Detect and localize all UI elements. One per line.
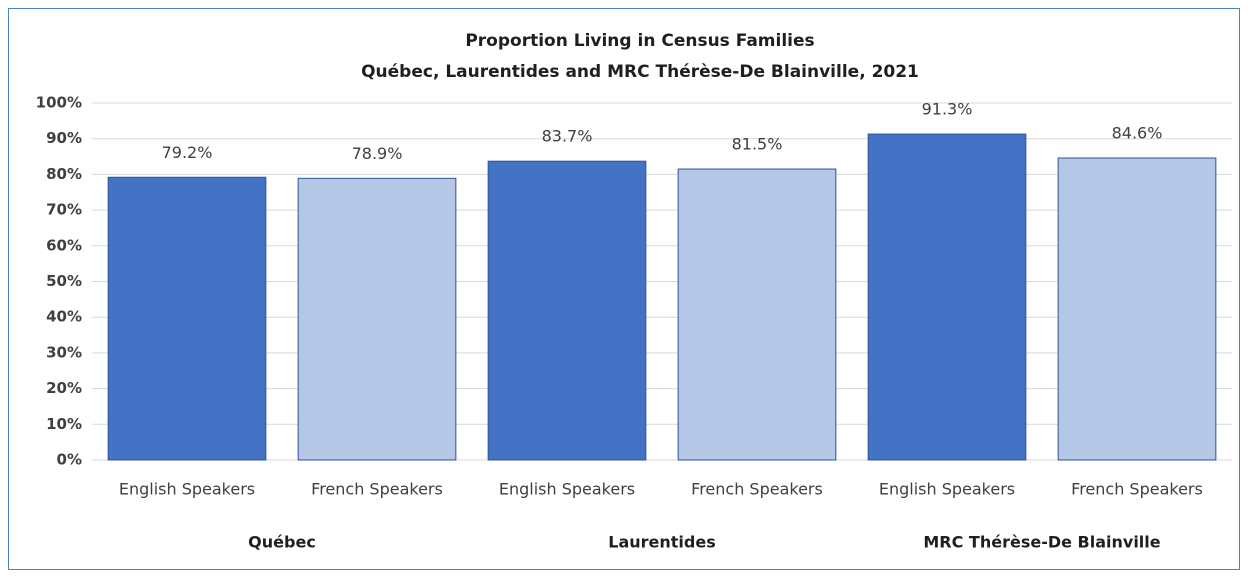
x-tick-label: English Speakers	[499, 480, 635, 499]
group-label: Québec	[248, 533, 316, 552]
y-tick-label: 20%	[46, 379, 82, 397]
y-tick-label: 60%	[46, 236, 82, 254]
y-tick-label: 40%	[46, 308, 82, 326]
chart-subtitle: Québec, Laurentides and MRC Thérèse-De B…	[361, 62, 919, 82]
bar	[867, 133, 1027, 461]
x-tick-label: French Speakers	[1071, 480, 1203, 499]
y-tick-label: 30%	[46, 343, 82, 361]
bar	[1057, 157, 1217, 461]
x-tick-label: English Speakers	[119, 480, 255, 499]
group-label: MRC Thérèse-De Blainville	[923, 533, 1160, 552]
y-tick-label: 0%	[57, 451, 82, 469]
x-tick-label: French Speakers	[691, 480, 823, 499]
value-label: 81.5%	[732, 135, 783, 154]
y-tick-label: 70%	[46, 201, 82, 219]
group-label: Laurentides	[608, 533, 715, 552]
x-tick-label: English Speakers	[879, 480, 1015, 499]
bar	[297, 177, 457, 461]
value-label: 83.7%	[542, 127, 593, 146]
y-tick-label: 50%	[46, 272, 82, 290]
value-label: 78.9%	[352, 144, 403, 163]
value-label: 91.3%	[922, 100, 973, 119]
chart-title: Proportion Living in Census Families	[465, 31, 814, 51]
y-tick-label: 100%	[36, 94, 82, 112]
y-tick-label: 90%	[46, 129, 82, 147]
bar	[107, 176, 267, 461]
bar	[677, 168, 837, 461]
value-label: 79.2%	[162, 143, 213, 162]
y-tick-label: 10%	[46, 415, 82, 433]
bar	[487, 160, 647, 461]
value-label: 84.6%	[1112, 123, 1163, 142]
x-tick-label: French Speakers	[311, 480, 443, 499]
y-tick-label: 80%	[46, 165, 82, 183]
